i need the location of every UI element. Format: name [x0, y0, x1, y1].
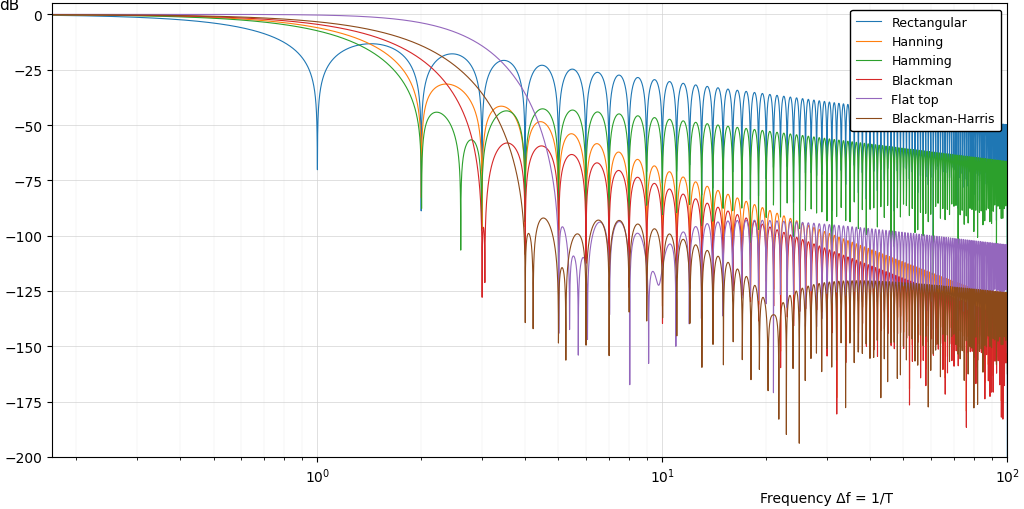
Flat top [754, 225, 766, 231]
Flat top [805, 254, 817, 260]
Blackman [1001, 338, 1014, 345]
Hamming [391, 72, 403, 78]
Blackman [754, 231, 766, 237]
Rectangular [805, 171, 817, 177]
Hamming [805, 207, 817, 213]
Blackman [961, 425, 973, 431]
Hamming [611, 112, 624, 119]
Rectangular [46, 13, 58, 19]
Flat top [767, 390, 779, 396]
Rectangular [611, 74, 624, 80]
X-axis label: Frequency Δf = 1/T: Frequency Δf = 1/T [760, 491, 893, 505]
Line: Blackman-Harris: Blackman-Harris [52, 16, 1008, 443]
Flat top [1001, 350, 1014, 356]
Blackman [391, 44, 403, 50]
Hamming [94, 13, 106, 19]
Hamming [652, 124, 665, 130]
Hamming [1001, 325, 1014, 331]
Flat top [653, 282, 666, 289]
Blackman [652, 190, 665, 196]
Line: Hamming: Hamming [52, 16, 1008, 328]
Rectangular [1001, 454, 1014, 460]
Flat top [46, 12, 58, 18]
Hanning [754, 215, 766, 221]
Hanning [391, 62, 403, 68]
Legend: Rectangular, Hanning, Hamming, Blackman, Flat top, Blackman-Harris: Rectangular, Hanning, Hamming, Blackman,… [850, 11, 1001, 132]
Hanning [611, 150, 624, 156]
Hamming [754, 137, 766, 143]
Hanning [94, 13, 106, 19]
Rectangular [652, 86, 665, 92]
Flat top [118, 12, 130, 18]
Blackman-Harris [805, 312, 817, 318]
Hanning [805, 278, 817, 284]
Blackman-Harris [1001, 371, 1014, 377]
Blackman-Harris [94, 13, 106, 19]
Flat top [611, 220, 624, 226]
Blackman-Harris [611, 219, 624, 225]
Blackman-Harris [391, 35, 403, 41]
Rectangular [754, 100, 766, 106]
Blackman [94, 13, 106, 19]
Blackman-Harris [46, 13, 58, 19]
Blackman [805, 294, 817, 300]
Blackman-Harris [652, 235, 665, 241]
Line: Blackman: Blackman [52, 16, 1008, 428]
Hanning [652, 173, 665, 179]
Line: Hanning: Hanning [52, 16, 1008, 411]
Line: Rectangular: Rectangular [52, 16, 1008, 457]
Rectangular [391, 49, 403, 55]
Hamming [46, 13, 58, 19]
Blackman-Harris [794, 440, 806, 446]
Blackman [611, 168, 624, 175]
Hanning [1001, 322, 1014, 328]
Blackman-Harris [754, 313, 766, 319]
Line: Flat top: Flat top [52, 15, 1008, 393]
Rectangular [94, 14, 106, 20]
Hanning [46, 13, 58, 19]
Y-axis label: dB: dB [0, 0, 19, 13]
Flat top [392, 17, 404, 23]
Hanning [961, 408, 973, 414]
Blackman [46, 13, 58, 19]
Flat top [94, 12, 106, 18]
